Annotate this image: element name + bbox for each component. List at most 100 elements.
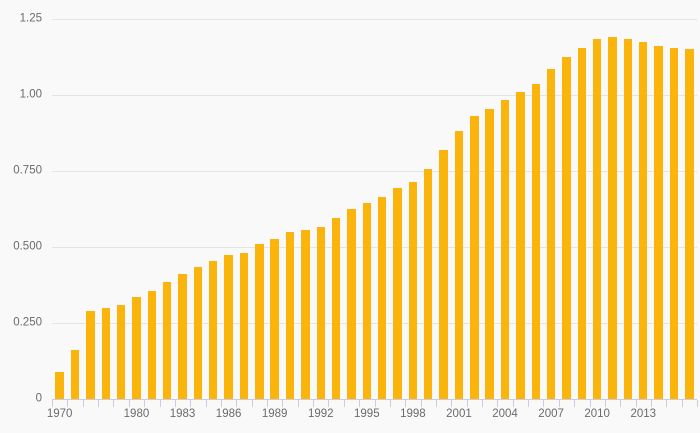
gridline-0.750 (52, 171, 697, 172)
x-axis-tick-label: 1986 (215, 408, 242, 420)
x-axis-tick (482, 400, 483, 407)
x-axis-tick-label: 1995 (354, 408, 380, 420)
bar[interactable] (347, 209, 356, 399)
x-axis-tick-label: 2013 (630, 408, 657, 420)
x-axis-tick (451, 400, 453, 407)
x-axis-tick (635, 400, 637, 407)
bar[interactable] (255, 243, 264, 399)
x-axis-tick (251, 400, 253, 407)
bar[interactable] (470, 116, 479, 399)
bar[interactable] (516, 91, 525, 399)
bar[interactable] (239, 253, 249, 399)
x-axis-tick (343, 400, 345, 407)
bar[interactable] (70, 350, 80, 399)
bar[interactable] (132, 297, 141, 399)
bar[interactable] (654, 46, 663, 399)
x-axis-tick (236, 400, 238, 407)
bar[interactable] (408, 181, 418, 399)
y-axis-tick-label: 0.250 (13, 316, 42, 329)
x-axis-tick (389, 400, 391, 407)
x-axis-tick (220, 400, 222, 407)
bar[interactable] (424, 169, 433, 399)
bar[interactable] (592, 38, 602, 399)
bar[interactable] (685, 49, 694, 399)
bar[interactable] (116, 304, 126, 399)
x-axis-tick-label: 1989 (261, 408, 288, 420)
bar[interactable] (669, 47, 679, 399)
x-axis-tick-label: 1992 (307, 408, 334, 420)
x-axis-tick (697, 400, 698, 407)
bar[interactable] (224, 254, 233, 399)
bar[interactable] (101, 307, 110, 399)
bar[interactable] (577, 47, 586, 399)
x-axis-tick-label: 1983 (169, 408, 196, 420)
plot-area (52, 19, 697, 399)
x-axis-tick (681, 400, 683, 407)
bar[interactable] (331, 218, 341, 399)
bar[interactable] (162, 281, 172, 399)
y-axis-tick-label: 1.25 (19, 12, 42, 25)
x-axis-tick (67, 400, 69, 407)
x-axis-tick-label: 2004 (492, 408, 518, 420)
bar[interactable] (393, 187, 402, 399)
y-axis-tick-label: 0.750 (13, 164, 42, 177)
gridline-0.250 (52, 323, 697, 324)
bar[interactable] (147, 291, 156, 399)
bar[interactable] (562, 57, 571, 399)
bar[interactable] (193, 266, 203, 399)
x-axis-tick (405, 400, 407, 407)
gridline-0.500 (52, 247, 697, 248)
bar[interactable] (301, 230, 310, 399)
bar[interactable] (439, 149, 448, 399)
bar[interactable] (209, 260, 218, 399)
x-axis-tick (589, 400, 591, 407)
bar[interactable] (608, 37, 617, 399)
x-axis-tick (604, 400, 606, 407)
x-axis-tick (574, 400, 576, 407)
x-axis-tick (82, 400, 84, 407)
bar[interactable] (623, 38, 633, 399)
x-axis-tick-label: 1980 (123, 408, 150, 420)
x-axis-tick (435, 400, 437, 407)
y-axis-tick-label: 0.500 (13, 240, 42, 253)
bar[interactable] (639, 41, 648, 399)
bar[interactable] (531, 84, 540, 399)
x-axis-tick (190, 400, 192, 407)
bar[interactable] (285, 231, 295, 399)
x-axis-tick (466, 400, 468, 407)
x-axis-tick (128, 400, 130, 407)
x-axis-tick (174, 400, 176, 407)
bar[interactable] (454, 131, 464, 399)
bar[interactable] (485, 108, 494, 399)
bar[interactable] (270, 239, 279, 399)
x-axis-tick (98, 400, 100, 407)
bar[interactable] (55, 371, 64, 399)
gridline-1.00 (52, 95, 697, 96)
bar[interactable] (377, 196, 387, 399)
x-axis-tick (52, 400, 53, 407)
bar[interactable] (362, 202, 371, 399)
x-axis-tick (512, 400, 514, 407)
x-axis-tick-label: 2001 (446, 408, 472, 420)
x-axis-tick-label: 1970 (46, 408, 73, 420)
y-axis-tick-label: 0 (35, 392, 42, 405)
bar[interactable] (86, 310, 95, 399)
x-axis-tick (267, 400, 268, 407)
x-axis-tick (205, 400, 207, 407)
x-axis-tick (113, 400, 115, 407)
x-axis-tick (666, 400, 668, 407)
x-axis-tick (297, 400, 299, 407)
bar[interactable] (178, 274, 187, 399)
x-axis-tick (359, 400, 361, 407)
x-axis-tick-label: 2010 (584, 408, 610, 420)
x-axis-tick (497, 400, 499, 407)
bar[interactable] (546, 69, 556, 399)
y-axis-tick-label: 1.00 (19, 88, 42, 101)
bars-layer (52, 19, 697, 399)
x-axis-tick (543, 400, 545, 407)
x-axis-tick (558, 400, 560, 407)
bar[interactable] (316, 227, 325, 399)
bar[interactable] (500, 99, 510, 399)
x-axis-tick (620, 400, 622, 407)
x-axis-tick (328, 400, 330, 407)
